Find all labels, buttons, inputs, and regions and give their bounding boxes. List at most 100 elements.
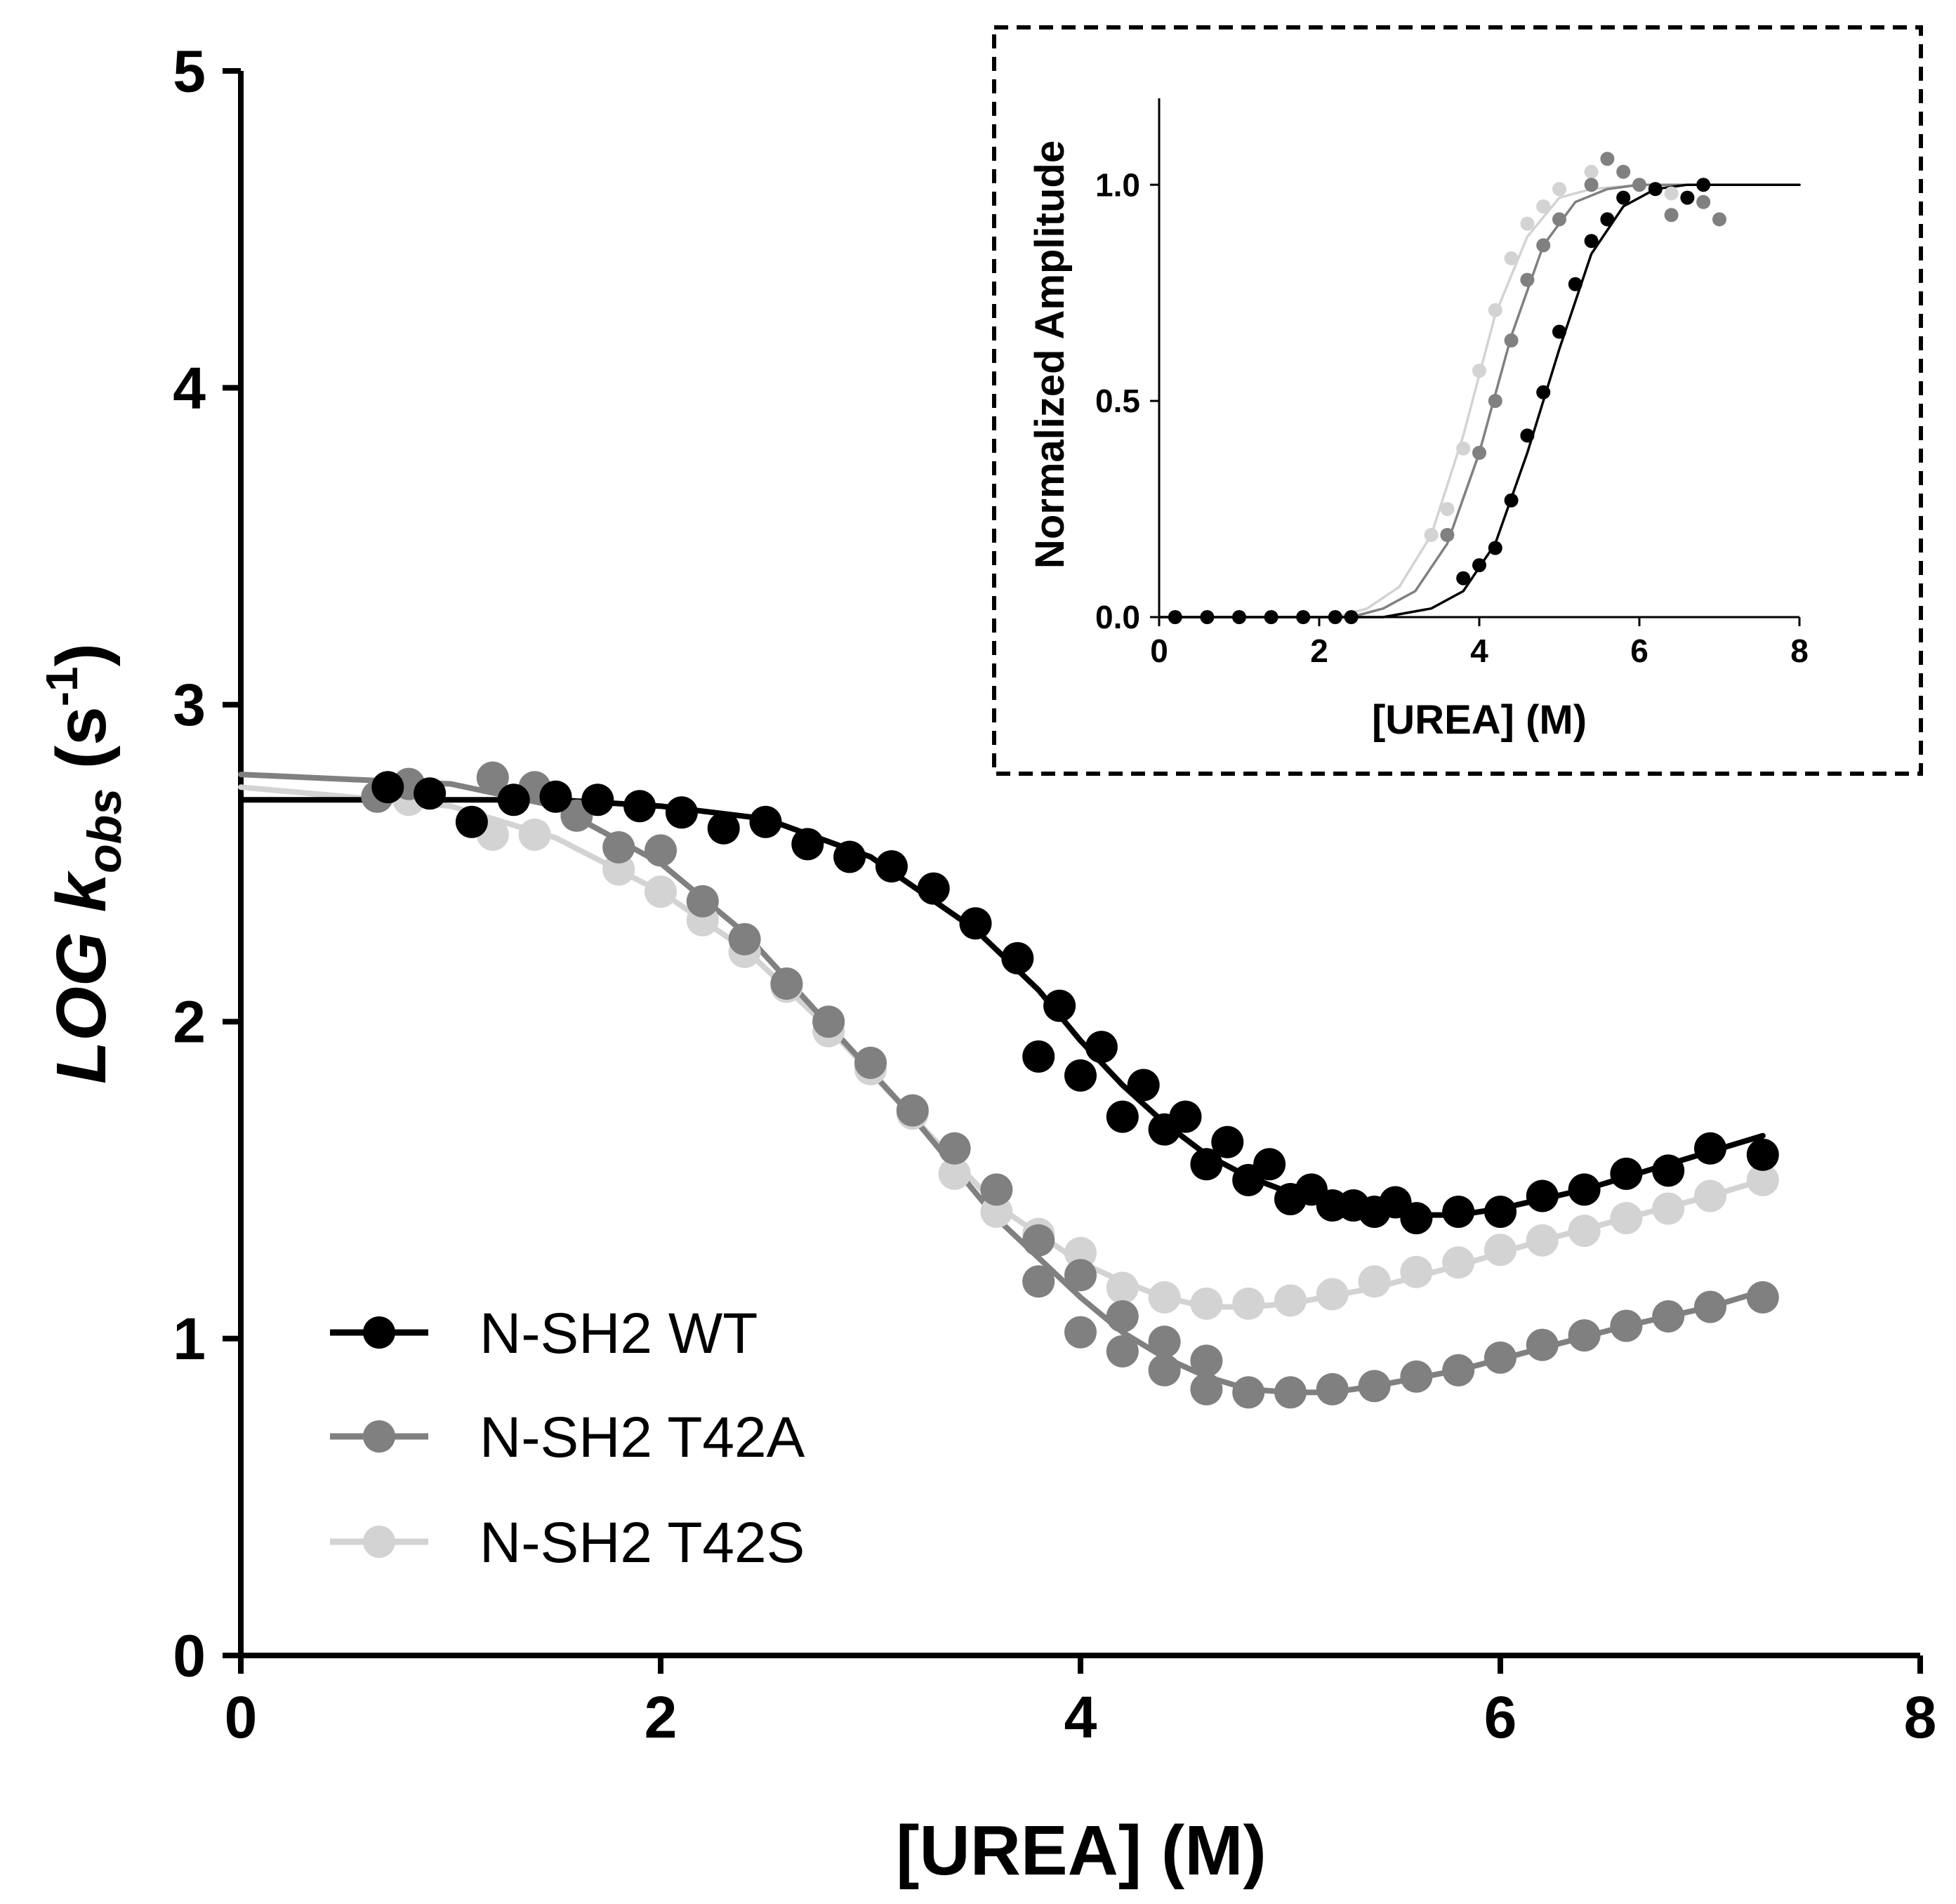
main-point-n-sh2-wt (1610, 1157, 1643, 1190)
main-point-n-sh2-wt (749, 805, 782, 838)
inset-point-n-sh2-t42a (1520, 272, 1535, 287)
inset-point-n-sh2-wt (1584, 234, 1599, 249)
main-point-n-sh2-t42a (1442, 1354, 1475, 1387)
main-point-n-sh2-wt (1001, 941, 1034, 974)
main-point-n-sh2-t42a (1694, 1290, 1726, 1323)
legend: N-SH2 WT N-SH2 T42A N-SH2 T42S (330, 1302, 805, 1575)
inset-y-tick-label: 0.0 (1095, 599, 1140, 635)
main-point-n-sh2-t42s (1652, 1192, 1685, 1225)
legend-entry-t42a: N-SH2 T42A (330, 1406, 805, 1469)
main-point-n-sh2-t42s (602, 853, 635, 886)
main-point-n-sh2-wt (581, 784, 614, 817)
main-point-n-sh2-wt (623, 790, 656, 823)
inset-point-n-sh2-t42a (1536, 238, 1551, 253)
inset-chart: 0.0 0.5 1.0 0 2 4 6 8 [UREA] (M) Normalized Am… (992, 25, 1923, 776)
inset-point-n-sh2-t42s (1456, 441, 1471, 456)
main-point-n-sh2-wt (959, 907, 992, 940)
inset-point-n-sh2-t42s (1504, 251, 1519, 265)
main-point-n-sh2-t42a (728, 923, 761, 956)
inset-point-n-sh2-wt (1456, 571, 1471, 586)
main-point-n-sh2-t42a (1526, 1328, 1559, 1361)
main-point-n-sh2-wt (1442, 1196, 1475, 1228)
main-point-n-sh2-t42a (980, 1173, 1013, 1206)
main-y-tick-label: 1 (173, 1306, 206, 1372)
inset-x-tick-label: 0 (1150, 633, 1168, 669)
main-point-n-sh2-t42a (938, 1132, 971, 1165)
main-point-n-sh2-t42a (686, 885, 719, 918)
inset-point-n-sh2-t42a (1600, 152, 1615, 166)
main-point-n-sh2-t42a (1190, 1373, 1223, 1406)
main-point-n-sh2-t42a (602, 831, 635, 864)
main-y-axis-label: LOG kobs (s-1) (37, 643, 131, 1084)
inset-point-n-sh2-wt (1680, 190, 1695, 205)
inset-point-n-sh2-wt (1520, 428, 1535, 443)
main-point-n-sh2-t42s (1484, 1234, 1516, 1267)
inset-point-n-sh2-wt (1328, 610, 1342, 624)
main-point-n-sh2-wt (875, 850, 908, 882)
main-point-n-sh2-t42s (1694, 1179, 1726, 1212)
inset-point-n-sh2-t42a (1584, 178, 1599, 192)
inset-point-n-sh2-t42a (1472, 446, 1486, 460)
inset-point-n-sh2-wt (1472, 558, 1486, 573)
main-point-n-sh2-t42s (938, 1157, 971, 1190)
main-point-n-sh2-t42s (645, 875, 677, 908)
main-point-n-sh2-t42a (645, 834, 677, 867)
inset-data-points (1168, 152, 1726, 624)
main-x-tick-label: 8 (1904, 1684, 1937, 1750)
main-point-n-sh2-t42a (1022, 1224, 1055, 1257)
inset-point-n-sh2-t42s (1488, 303, 1502, 317)
y-label-close: ) (42, 643, 121, 666)
inset-point-n-sh2-wt (1488, 541, 1502, 555)
inset-dashed-border (992, 25, 1923, 776)
main-x-tick-label: 6 (1484, 1684, 1517, 1750)
main-point-n-sh2-wt (791, 828, 824, 861)
inset-point-n-sh2-wt (1168, 610, 1182, 624)
y-label-superscript: -1 (37, 666, 87, 706)
legend-label-t42a: N-SH2 T42A (480, 1406, 805, 1469)
y-label-subscript: obs (78, 788, 131, 873)
main-point-n-sh2-t42a (1064, 1316, 1097, 1349)
y-label-base: LOG k (42, 871, 121, 1084)
main-y-tick-label: 4 (173, 355, 206, 421)
main-point-n-sh2-t42s (1746, 1163, 1779, 1196)
inset-point-n-sh2-t42s (1536, 199, 1551, 213)
inset-x-tick-label: 4 (1470, 633, 1488, 669)
inset-point-n-sh2-wt (1600, 212, 1615, 227)
main-point-n-sh2-wt (1127, 1069, 1160, 1102)
inset-y-tick-label: 1.0 (1095, 166, 1140, 203)
main-point-n-sh2-t42a (1484, 1341, 1516, 1374)
main-point-n-sh2-t42a (1568, 1319, 1601, 1352)
main-point-n-sh2-wt (1064, 1059, 1097, 1092)
inset-point-n-sh2-t42s (1584, 164, 1599, 179)
main-point-n-sh2-t42s (1400, 1255, 1433, 1288)
main-x-tick-label: 4 (1064, 1684, 1097, 1750)
main-point-n-sh2-t42a (1746, 1281, 1779, 1314)
main-point-n-sh2-wt (1043, 989, 1076, 1022)
main-point-n-sh2-wt (497, 784, 530, 817)
inset-point-n-sh2-t42s (1424, 528, 1439, 542)
main-point-n-sh2-wt (539, 780, 572, 813)
main-point-n-sh2-t42s (1358, 1265, 1391, 1298)
inset-point-n-sh2-t42a (1632, 178, 1646, 192)
main-point-n-sh2-t42s (1610, 1202, 1643, 1235)
inset-point-n-sh2-wt (1344, 610, 1359, 624)
main-point-n-sh2-t42s (1106, 1271, 1139, 1304)
legend-entry-wt: N-SH2 WT (330, 1302, 758, 1366)
main-point-n-sh2-t42a (1400, 1360, 1433, 1393)
main-point-n-sh2-t42a (1190, 1344, 1223, 1377)
main-point-n-sh2-t42s (1442, 1246, 1475, 1279)
inset-point-n-sh2-wt (1200, 610, 1215, 624)
main-point-n-sh2-wt (1169, 1100, 1202, 1133)
main-point-n-sh2-t42a (1358, 1370, 1391, 1403)
legend-marker-wt (363, 1316, 395, 1349)
main-point-n-sh2-t42a (1148, 1325, 1181, 1358)
main-y-tick-label: 2 (173, 989, 206, 1055)
main-x-tick-label: 2 (645, 1684, 678, 1750)
main-y-tick-label: 5 (173, 38, 206, 104)
inset-point-n-sh2-wt (1536, 385, 1551, 399)
inset-point-n-sh2-wt (1232, 610, 1246, 624)
main-point-n-sh2-t42a (854, 1046, 887, 1079)
main-point-n-sh2-wt (1652, 1154, 1685, 1187)
inset-x-tick-label: 8 (1790, 633, 1809, 669)
